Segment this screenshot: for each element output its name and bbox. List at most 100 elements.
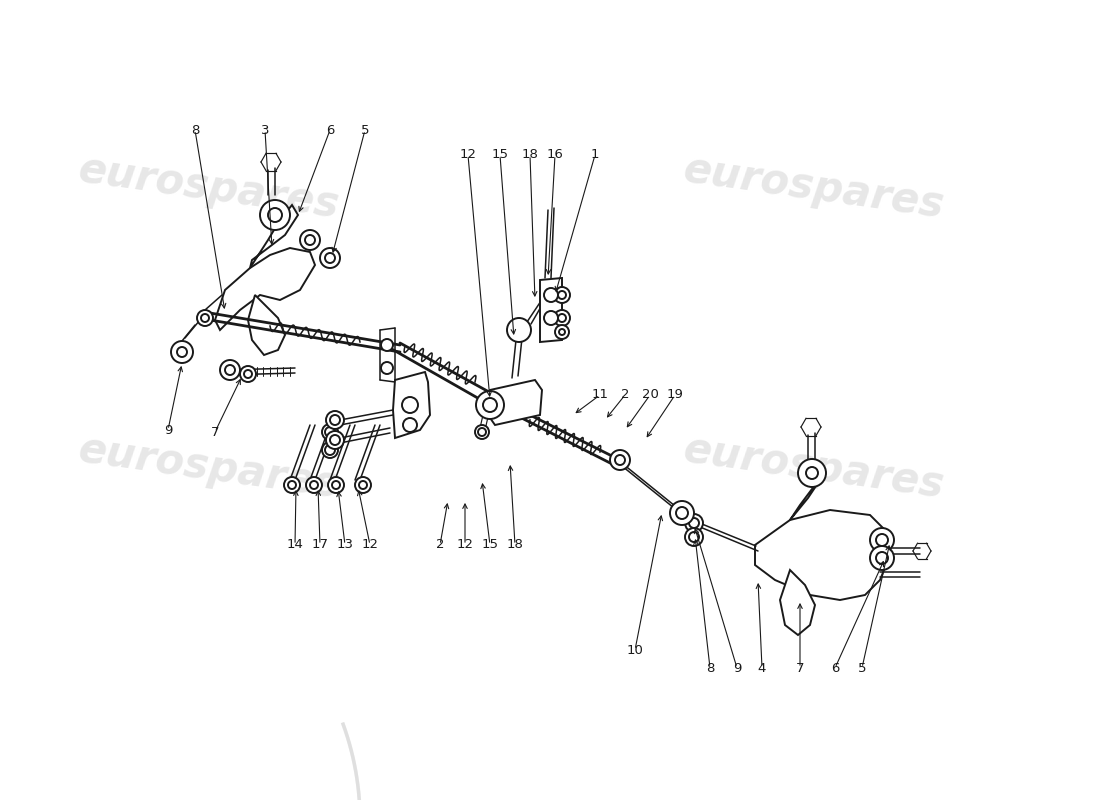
Text: 3: 3 xyxy=(261,123,270,137)
Circle shape xyxy=(381,362,393,374)
Circle shape xyxy=(558,291,566,299)
Circle shape xyxy=(476,391,504,419)
Text: 20: 20 xyxy=(641,389,659,402)
Text: 4: 4 xyxy=(758,662,767,674)
Text: eurospares: eurospares xyxy=(681,429,947,507)
Circle shape xyxy=(324,427,336,437)
Circle shape xyxy=(240,366,256,382)
Circle shape xyxy=(320,248,340,268)
Circle shape xyxy=(310,481,318,489)
Circle shape xyxy=(615,455,625,465)
Circle shape xyxy=(870,528,894,552)
Circle shape xyxy=(676,507,688,519)
Circle shape xyxy=(554,287,570,303)
Circle shape xyxy=(685,528,703,546)
Circle shape xyxy=(798,459,826,487)
Text: 15: 15 xyxy=(482,538,498,551)
Polygon shape xyxy=(790,470,825,520)
Circle shape xyxy=(170,341,192,363)
Polygon shape xyxy=(393,372,430,438)
Polygon shape xyxy=(540,278,562,342)
Circle shape xyxy=(220,360,240,380)
Circle shape xyxy=(359,481,367,489)
Polygon shape xyxy=(250,205,298,268)
Circle shape xyxy=(328,477,344,493)
Circle shape xyxy=(876,534,888,546)
Circle shape xyxy=(326,411,344,429)
Text: 12: 12 xyxy=(456,538,473,551)
Circle shape xyxy=(544,311,558,325)
Circle shape xyxy=(305,235,315,245)
Circle shape xyxy=(806,467,818,479)
Text: 9: 9 xyxy=(164,423,173,437)
Circle shape xyxy=(284,477,300,493)
Circle shape xyxy=(226,365,235,375)
Circle shape xyxy=(322,442,338,458)
Text: 15: 15 xyxy=(492,149,508,162)
Polygon shape xyxy=(214,248,315,330)
Text: 6: 6 xyxy=(830,662,839,674)
Circle shape xyxy=(870,546,894,570)
Circle shape xyxy=(306,477,322,493)
Circle shape xyxy=(268,208,282,222)
Circle shape xyxy=(403,418,417,432)
Circle shape xyxy=(483,398,497,412)
Polygon shape xyxy=(488,380,542,425)
Text: 6: 6 xyxy=(326,123,334,137)
Circle shape xyxy=(876,552,888,564)
Text: 7: 7 xyxy=(211,426,219,438)
Text: 5: 5 xyxy=(858,662,867,674)
Circle shape xyxy=(324,253,336,263)
Text: eurospares: eurospares xyxy=(76,429,342,507)
Circle shape xyxy=(197,310,213,326)
Circle shape xyxy=(610,450,630,470)
Text: 11: 11 xyxy=(592,389,608,402)
Circle shape xyxy=(330,435,340,445)
Text: eurospares: eurospares xyxy=(681,149,947,227)
Text: 8: 8 xyxy=(706,662,714,674)
Text: 12: 12 xyxy=(362,538,378,551)
Text: 8: 8 xyxy=(190,123,199,137)
Circle shape xyxy=(475,425,490,439)
Circle shape xyxy=(332,481,340,489)
Circle shape xyxy=(300,230,320,250)
Polygon shape xyxy=(755,510,890,600)
Text: 13: 13 xyxy=(337,538,353,551)
Text: 14: 14 xyxy=(287,538,304,551)
Text: 17: 17 xyxy=(311,538,329,551)
Circle shape xyxy=(689,532,698,542)
Text: 18: 18 xyxy=(507,538,524,551)
Circle shape xyxy=(478,428,486,436)
Circle shape xyxy=(558,314,566,322)
Text: 10: 10 xyxy=(627,643,644,657)
Circle shape xyxy=(326,431,344,449)
Circle shape xyxy=(559,329,565,335)
Text: 12: 12 xyxy=(460,149,476,162)
Circle shape xyxy=(201,314,209,322)
Circle shape xyxy=(507,318,531,342)
Text: 5: 5 xyxy=(361,123,370,137)
Circle shape xyxy=(685,514,703,532)
Text: 2: 2 xyxy=(620,389,629,402)
Circle shape xyxy=(260,200,290,230)
Circle shape xyxy=(355,477,371,493)
Text: 7: 7 xyxy=(795,662,804,674)
Circle shape xyxy=(544,288,558,302)
Circle shape xyxy=(244,370,252,378)
Text: eurospares: eurospares xyxy=(76,149,342,227)
Circle shape xyxy=(381,339,393,351)
Text: 2: 2 xyxy=(436,538,444,551)
Circle shape xyxy=(556,325,569,339)
Circle shape xyxy=(689,518,698,528)
Text: 16: 16 xyxy=(547,149,563,162)
Polygon shape xyxy=(780,570,815,635)
Circle shape xyxy=(177,347,187,357)
Circle shape xyxy=(322,424,338,440)
Text: 1: 1 xyxy=(591,149,600,162)
Polygon shape xyxy=(248,295,285,355)
Text: 18: 18 xyxy=(521,149,538,162)
Text: 9: 9 xyxy=(733,662,741,674)
Circle shape xyxy=(330,415,340,425)
Text: 19: 19 xyxy=(667,389,683,402)
Circle shape xyxy=(554,310,570,326)
